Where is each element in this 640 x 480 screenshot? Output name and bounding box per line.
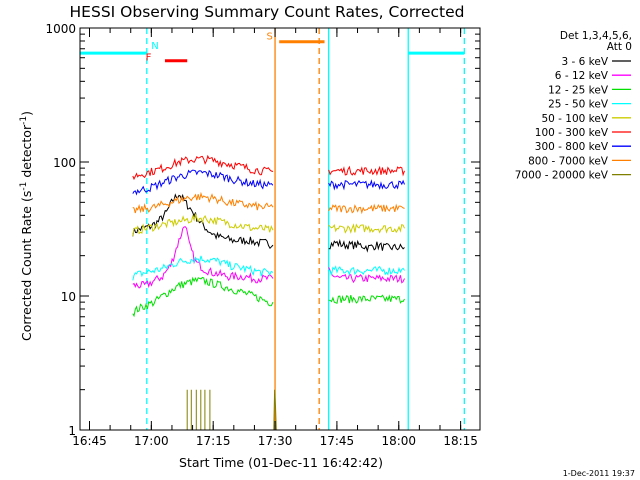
y-tick-label-1: 10 <box>61 290 76 304</box>
legend-label-7: 800 - 7000 keV <box>528 155 609 167</box>
y-tick-label-3: 1000 <box>45 22 76 36</box>
legend-label-2: 12 - 25 keV <box>548 84 609 96</box>
series-6-segment-0 <box>132 169 274 196</box>
x-tick-label-0: 16:45 <box>72 434 107 448</box>
x-tick-label-1: 17:00 <box>134 434 169 448</box>
series-6-segment-1 <box>328 179 405 191</box>
series-3-segment-1 <box>328 265 405 277</box>
legend-label-0: 3 - 6 keV <box>561 56 608 68</box>
x-tick-label-4: 17:45 <box>320 434 355 448</box>
legend-label-4: 50 - 100 keV <box>541 113 608 125</box>
series-4-segment-0 <box>132 212 274 237</box>
x-tick-label-5: 18:00 <box>381 434 416 448</box>
series-0-segment-1 <box>328 238 405 253</box>
flag-label-n: N <box>151 41 158 52</box>
series-2-segment-0 <box>132 276 274 318</box>
series-3-segment-0 <box>132 255 274 281</box>
chart-title: HESSI Observing Summary Count Rates, Cor… <box>70 3 465 21</box>
legend: Det 1,3,4,5,6,Att 0 3 - 6 keV 6 - 12 keV 12… <box>515 30 632 182</box>
series-7-segment-1 <box>328 203 405 215</box>
series-7-segment-0 <box>132 191 274 214</box>
plot-frame <box>79 27 481 431</box>
x-tick-label-6: 18:15 <box>443 434 478 448</box>
y-tick-label-2: 100 <box>53 156 76 170</box>
flag-label-s: S <box>267 32 273 43</box>
legend-label-3: 25 - 50 keV <box>548 99 609 111</box>
y-axis-title: Corrected Count Rate (s-1 detector-1) <box>19 111 34 341</box>
flag-label-f: F <box>146 53 152 64</box>
series-5-segment-0 <box>132 154 274 181</box>
x-tick-label-3: 17:30 <box>258 434 293 448</box>
series-5-segment-1 <box>328 165 405 177</box>
legend-label-5: 100 - 300 keV <box>535 127 609 139</box>
series-1-segment-0 <box>132 226 274 289</box>
legend-title-line-0: Det 1,3,4,5,6, <box>560 30 632 42</box>
y-tick-label-0: 1 <box>68 424 76 438</box>
series-4-segment-1 <box>328 223 405 234</box>
legend-label-1: 6 - 12 keV <box>555 70 609 82</box>
legend-label-8: 7000 - 20000 keV <box>515 170 609 182</box>
series-2-segment-1 <box>328 294 405 304</box>
series-8-segment-1 <box>273 389 277 431</box>
legend-label-6: 300 - 800 keV <box>535 141 609 153</box>
footer-timestamp: 1-Dec-2011 19:37 <box>563 469 635 478</box>
legend-title-line-1: Att 0 <box>607 41 632 53</box>
x-axis-title: Start Time (01-Dec-11 16:42:42) <box>179 455 383 470</box>
series-1-segment-1 <box>328 267 405 284</box>
x-tick-label-2: 17:15 <box>196 434 231 448</box>
